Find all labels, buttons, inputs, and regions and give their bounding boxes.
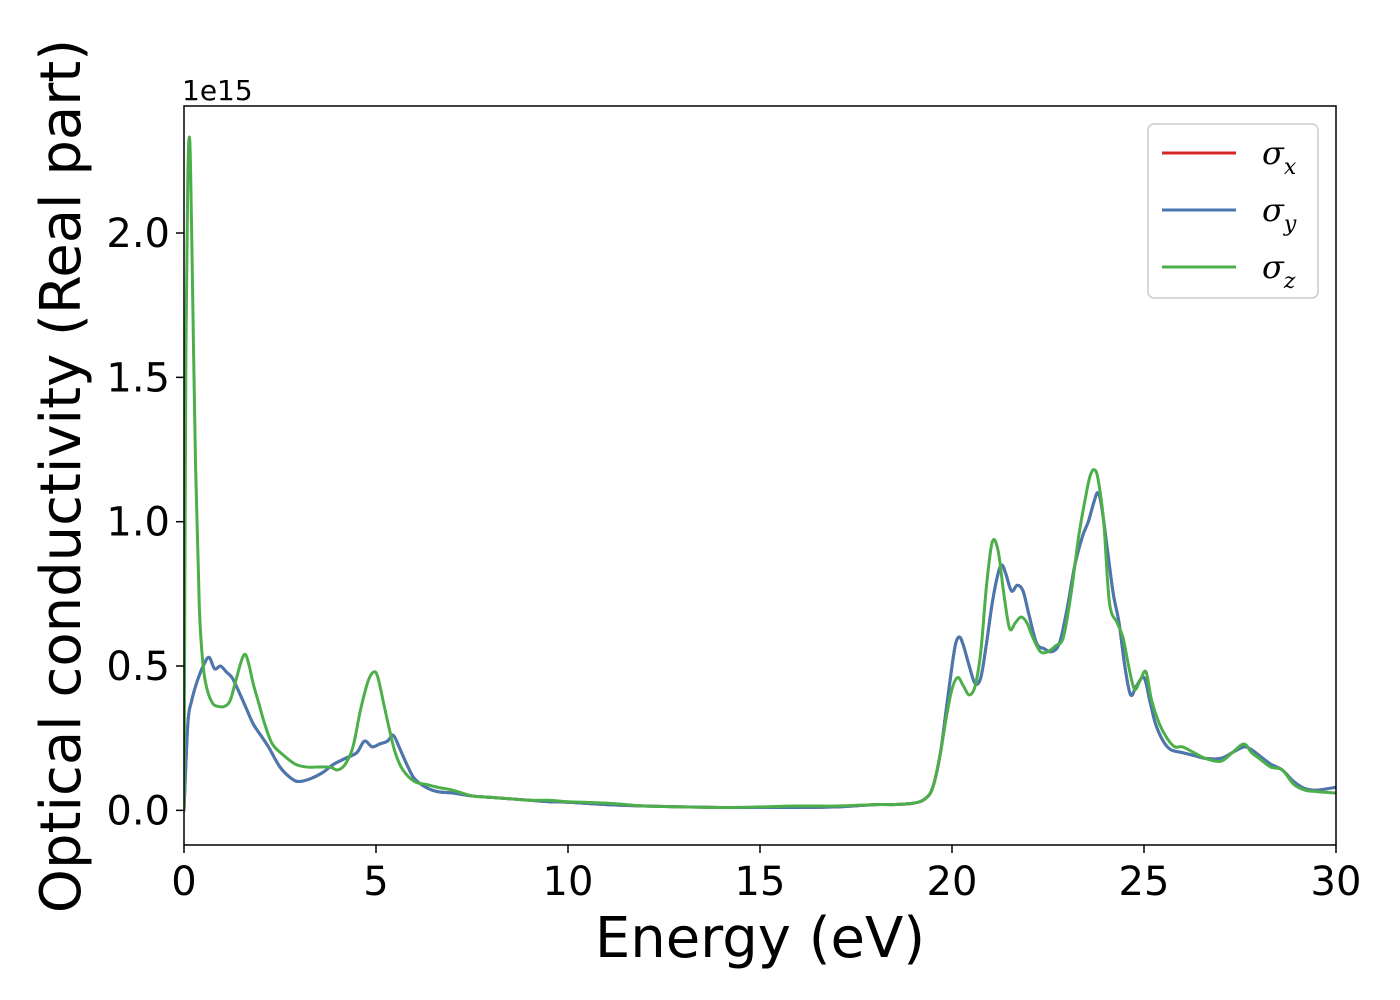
x-tick-label: 30 bbox=[1311, 859, 1362, 905]
legend-label-symbol: σ bbox=[1262, 191, 1285, 229]
legend-label-y: σy bbox=[1262, 191, 1297, 237]
series-line-z bbox=[184, 135, 1336, 812]
legend-label-subscript: y bbox=[1283, 212, 1297, 237]
y-offset-label: 1e15 bbox=[182, 74, 253, 107]
y-tick-label: 1.0 bbox=[106, 500, 170, 546]
x-tick-label: 25 bbox=[1119, 859, 1170, 905]
y-tick-label: 0.0 bbox=[106, 788, 170, 834]
x-axis-title: Energy (eV) bbox=[595, 906, 925, 971]
x-tick-label: 15 bbox=[735, 859, 786, 905]
legend-label-z: σz bbox=[1262, 248, 1296, 294]
series-layer bbox=[184, 135, 1336, 812]
ticks-layer: 0 5 10 15 20 25 30 0.0 0.5 1.0 1.5 2.0 bbox=[106, 211, 1361, 905]
legend-label-symbol: σ bbox=[1262, 248, 1285, 286]
y-axis-title: Optical conductivity (Real part) bbox=[29, 39, 94, 913]
legend-label-symbol: σ bbox=[1262, 134, 1285, 172]
y-tick-label: 0.5 bbox=[106, 644, 170, 690]
legend-label-subscript: z bbox=[1283, 269, 1296, 294]
y-tick-label: 2.0 bbox=[106, 211, 170, 257]
x-tick-label: 0 bbox=[171, 859, 196, 905]
y-tick-label: 1.5 bbox=[106, 355, 170, 401]
x-tick-label: 10 bbox=[543, 859, 594, 905]
x-tick-label: 20 bbox=[927, 859, 978, 905]
legend-label-subscript: x bbox=[1284, 155, 1297, 180]
x-tick-label: 5 bbox=[363, 859, 388, 905]
legend-label-x: σx bbox=[1262, 134, 1297, 180]
